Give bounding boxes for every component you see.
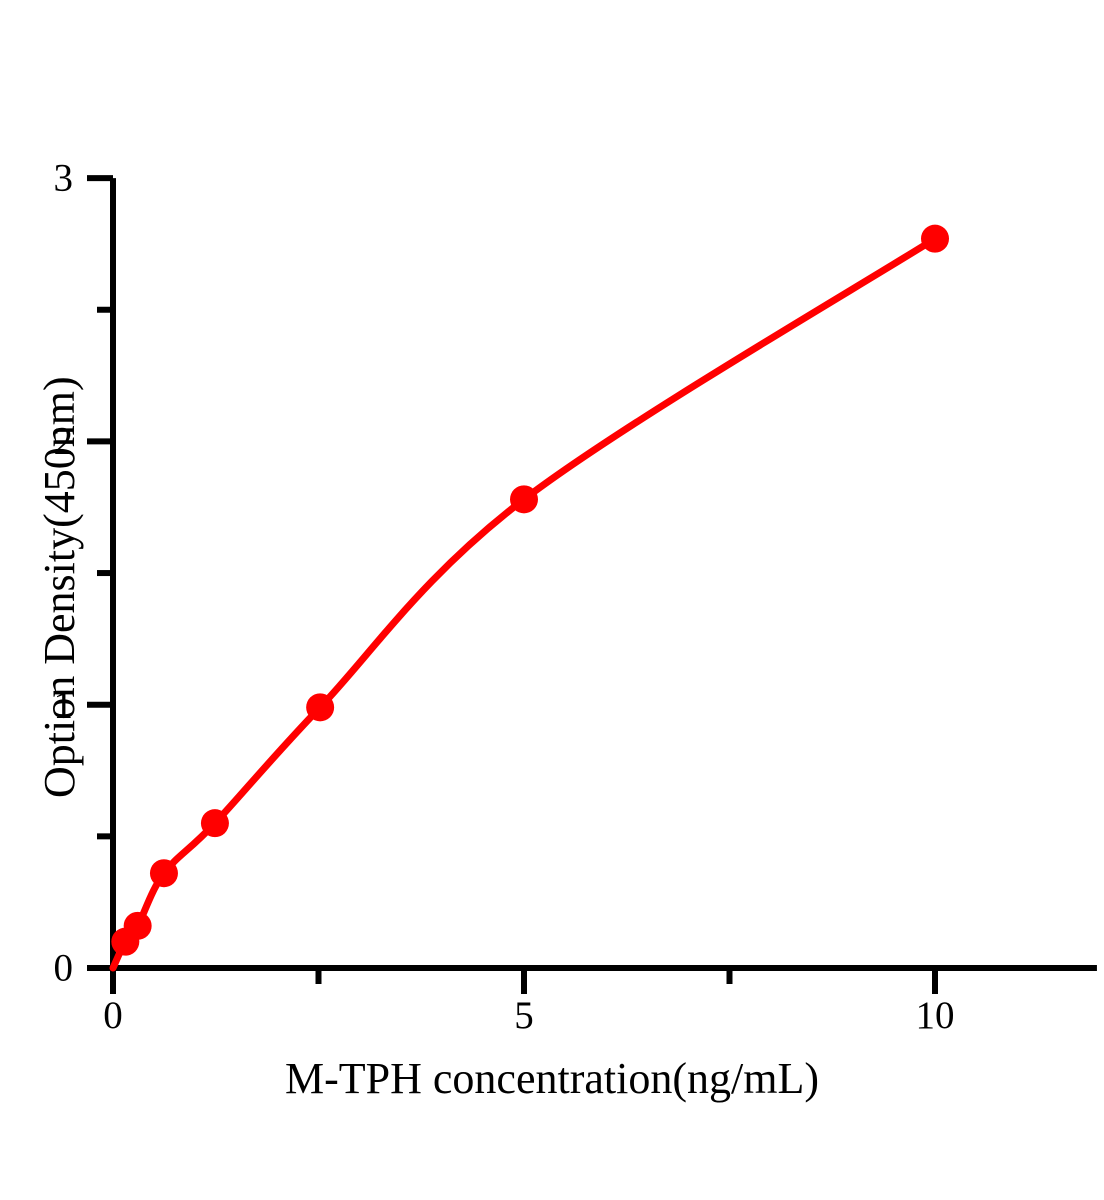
series-curve-group [109,235,939,972]
data-point-marker [306,693,335,722]
y-tick-label: 3 [53,156,74,200]
x-tick-label: 10 [915,994,955,1037]
data-point-marker [123,911,152,940]
y-axis-title: Option Density(450nm) [34,376,84,799]
data-point-marker [510,485,538,514]
data-point-marker [149,859,178,888]
series-markers-group [111,224,949,956]
data-point-marker [921,224,949,253]
data-point-marker [200,809,229,838]
x-tick-label: 5 [514,994,534,1037]
fitted-curve [109,235,939,972]
y-tick-label: 0 [53,946,74,990]
x-tick-label: 0 [103,994,123,1037]
y-tick-label: 1 [53,683,74,727]
y-tick-label: 2 [53,419,74,463]
axes-group [87,175,1097,994]
x-axis-title: M-TPH concentration(ng/mL) [285,1054,819,1103]
